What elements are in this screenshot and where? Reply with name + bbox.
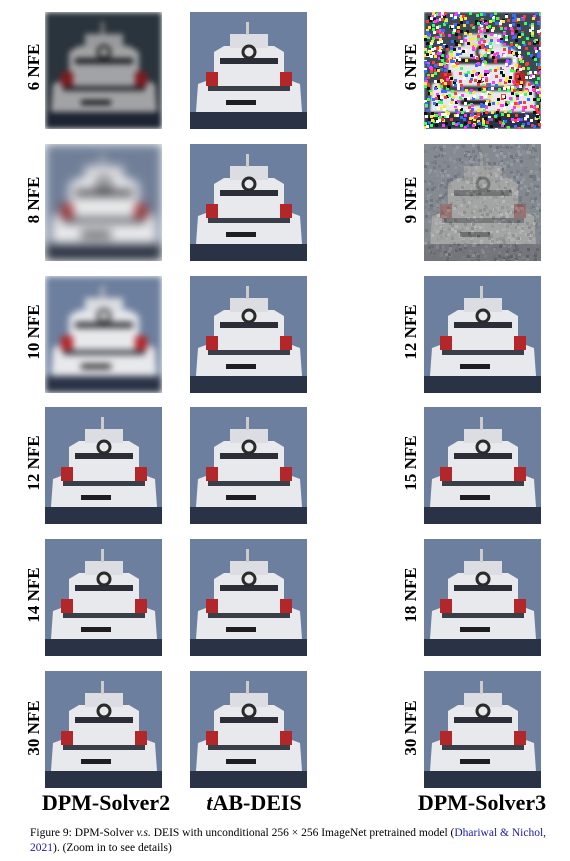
column-header-prefix: t <box>206 790 213 815</box>
citation-link[interactable]: Dhariwal & Nichol, 2021 <box>30 827 547 854</box>
sample-image-r6-c2 <box>190 671 307 788</box>
row-label-right-5: 18 NFE <box>401 567 420 623</box>
row-label-right-1: 6 NFE <box>401 43 420 91</box>
row-label-right-3: 12 NFE <box>401 304 420 360</box>
column-header-dpm-solver2: DPM-Solver2 <box>41 790 171 815</box>
sample-image-r3-c1 <box>45 276 162 393</box>
sample-image-r6-c3 <box>424 671 541 788</box>
sample-image-r5-c1 <box>45 539 162 656</box>
figure-caption: Figure 9: DPM-Solver v.s. DEIS with unco… <box>30 827 547 854</box>
row-label-left-2: 8 NFE <box>24 176 43 224</box>
sample-image-r4-c3 <box>424 407 541 524</box>
row-label-left-3: 10 NFE <box>24 304 43 360</box>
sample-image-r2-c3 <box>424 144 541 261</box>
sample-image-r5-c2 <box>190 539 307 656</box>
row-label-left-5: 14 NFE <box>24 567 43 623</box>
row-label-right-6: 30 NFE <box>401 700 420 756</box>
sample-image-r2-c1 <box>45 144 162 261</box>
column-header-ab-deis: tAB-DEIS <box>206 790 302 815</box>
sample-image-r2-c2 <box>190 144 307 261</box>
row-label-left-6: 30 NFE <box>24 700 43 756</box>
sample-image-r5-c3 <box>424 539 541 656</box>
sample-image-r1-c3 <box>424 12 541 129</box>
sample-image-r4-c2 <box>190 407 307 524</box>
sample-image-r6-c1 <box>45 671 162 788</box>
caption-vs: v.s. <box>136 827 151 839</box>
sample-image-r1-c1 <box>45 12 162 129</box>
sample-image-r1-c2 <box>190 12 307 129</box>
sample-image-r4-c1 <box>45 407 162 524</box>
row-label-right-2: 9 NFE <box>401 176 420 224</box>
row-label-left-1: 6 NFE <box>24 43 43 91</box>
sample-image-r3-c2 <box>190 276 307 393</box>
row-label-right-4: 15 NFE <box>401 435 420 491</box>
column-header-dpm-solver3: DPM-Solver3 <box>417 790 547 815</box>
row-label-left-4: 12 NFE <box>24 435 43 491</box>
sample-image-r3-c3 <box>424 276 541 393</box>
